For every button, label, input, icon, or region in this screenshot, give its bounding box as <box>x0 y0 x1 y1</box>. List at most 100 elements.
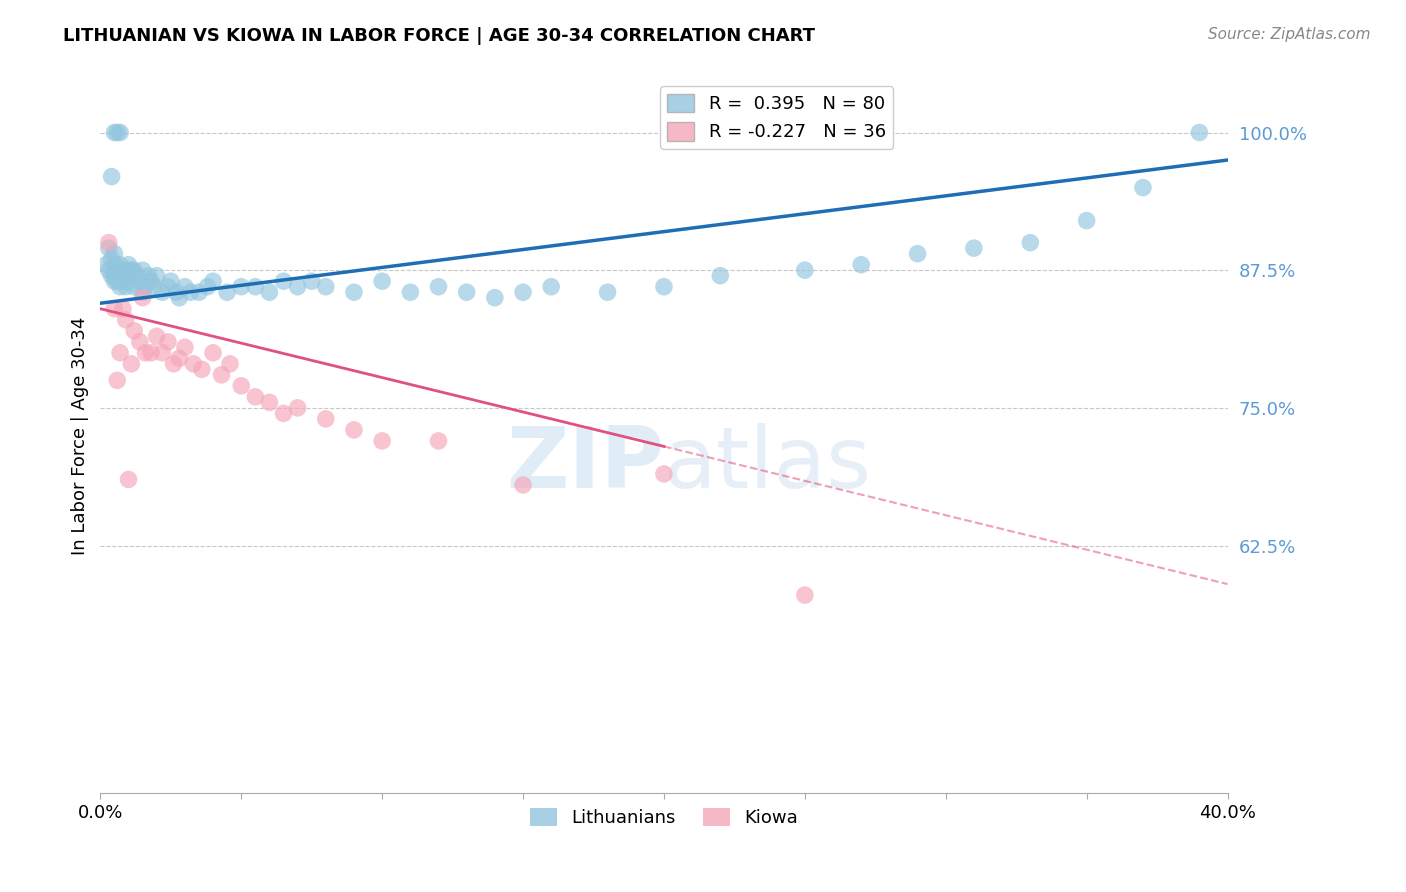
Point <box>128 334 150 349</box>
Point <box>131 291 153 305</box>
Point <box>793 588 815 602</box>
Point <box>120 263 142 277</box>
Point <box>202 274 225 288</box>
Point <box>273 274 295 288</box>
Text: LITHUANIAN VS KIOWA IN LABOR FORCE | AGE 30-34 CORRELATION CHART: LITHUANIAN VS KIOWA IN LABOR FORCE | AGE… <box>63 27 815 45</box>
Point <box>793 263 815 277</box>
Point <box>105 268 128 283</box>
Point <box>145 329 167 343</box>
Point <box>652 467 675 481</box>
Point <box>167 351 190 366</box>
Point <box>1076 213 1098 227</box>
Point <box>150 285 173 300</box>
Point <box>100 252 122 267</box>
Point <box>105 126 128 140</box>
Point <box>197 279 219 293</box>
Point <box>122 324 145 338</box>
Point <box>128 274 150 288</box>
Point <box>180 285 202 300</box>
Point <box>371 434 394 448</box>
Point <box>134 346 156 360</box>
Point <box>287 401 309 415</box>
Point <box>231 279 253 293</box>
Point <box>427 434 450 448</box>
Point <box>108 268 131 283</box>
Point <box>105 274 128 288</box>
Point <box>94 258 117 272</box>
Text: ZIP: ZIP <box>506 423 664 506</box>
Point <box>131 285 153 300</box>
Point <box>117 268 139 283</box>
Point <box>287 279 309 293</box>
Point <box>136 268 159 283</box>
Point <box>709 268 731 283</box>
Point <box>301 274 323 288</box>
Point <box>343 423 366 437</box>
Point <box>174 279 197 293</box>
Point <box>1188 126 1211 140</box>
Point <box>512 285 534 300</box>
Point <box>131 263 153 277</box>
Point <box>150 346 173 360</box>
Point <box>259 285 281 300</box>
Point <box>183 357 205 371</box>
Point <box>117 263 139 277</box>
Point <box>108 346 131 360</box>
Point <box>122 263 145 277</box>
Point <box>231 379 253 393</box>
Point <box>162 357 184 371</box>
Point <box>114 268 136 283</box>
Point <box>114 279 136 293</box>
Point <box>315 279 337 293</box>
Point <box>399 285 422 300</box>
Point <box>540 279 562 293</box>
Point <box>103 274 125 288</box>
Point <box>484 291 506 305</box>
Point <box>217 285 239 300</box>
Point <box>120 357 142 371</box>
Point <box>211 368 233 382</box>
Point <box>103 268 125 283</box>
Point <box>259 395 281 409</box>
Point <box>165 285 187 300</box>
Point <box>343 285 366 300</box>
Point <box>103 301 125 316</box>
Point <box>1132 180 1154 194</box>
Point <box>111 263 134 277</box>
Point <box>120 268 142 283</box>
Point <box>108 263 131 277</box>
Point <box>122 279 145 293</box>
Point <box>963 241 986 255</box>
Point <box>139 346 162 360</box>
Point <box>97 235 120 250</box>
Point <box>219 357 242 371</box>
Point <box>427 279 450 293</box>
Point <box>111 268 134 283</box>
Point <box>117 473 139 487</box>
Point <box>145 268 167 283</box>
Point <box>108 279 131 293</box>
Legend: Lithuanians, Kiowa: Lithuanians, Kiowa <box>523 801 806 834</box>
Point <box>111 274 134 288</box>
Point <box>108 126 131 140</box>
Point <box>1019 235 1042 250</box>
Point <box>134 279 156 293</box>
Y-axis label: In Labor Force | Age 30-34: In Labor Force | Age 30-34 <box>72 316 89 555</box>
Point <box>117 258 139 272</box>
Point <box>100 268 122 283</box>
Point <box>273 406 295 420</box>
Point <box>188 285 211 300</box>
Text: atlas: atlas <box>664 423 872 506</box>
Point <box>174 340 197 354</box>
Point <box>596 285 619 300</box>
Point <box>202 346 225 360</box>
Point <box>245 279 267 293</box>
Point <box>103 258 125 272</box>
Point <box>103 263 125 277</box>
Point <box>652 279 675 293</box>
Point <box>125 268 148 283</box>
Point <box>105 263 128 277</box>
Point <box>139 274 162 288</box>
Point <box>315 412 337 426</box>
Point <box>191 362 214 376</box>
